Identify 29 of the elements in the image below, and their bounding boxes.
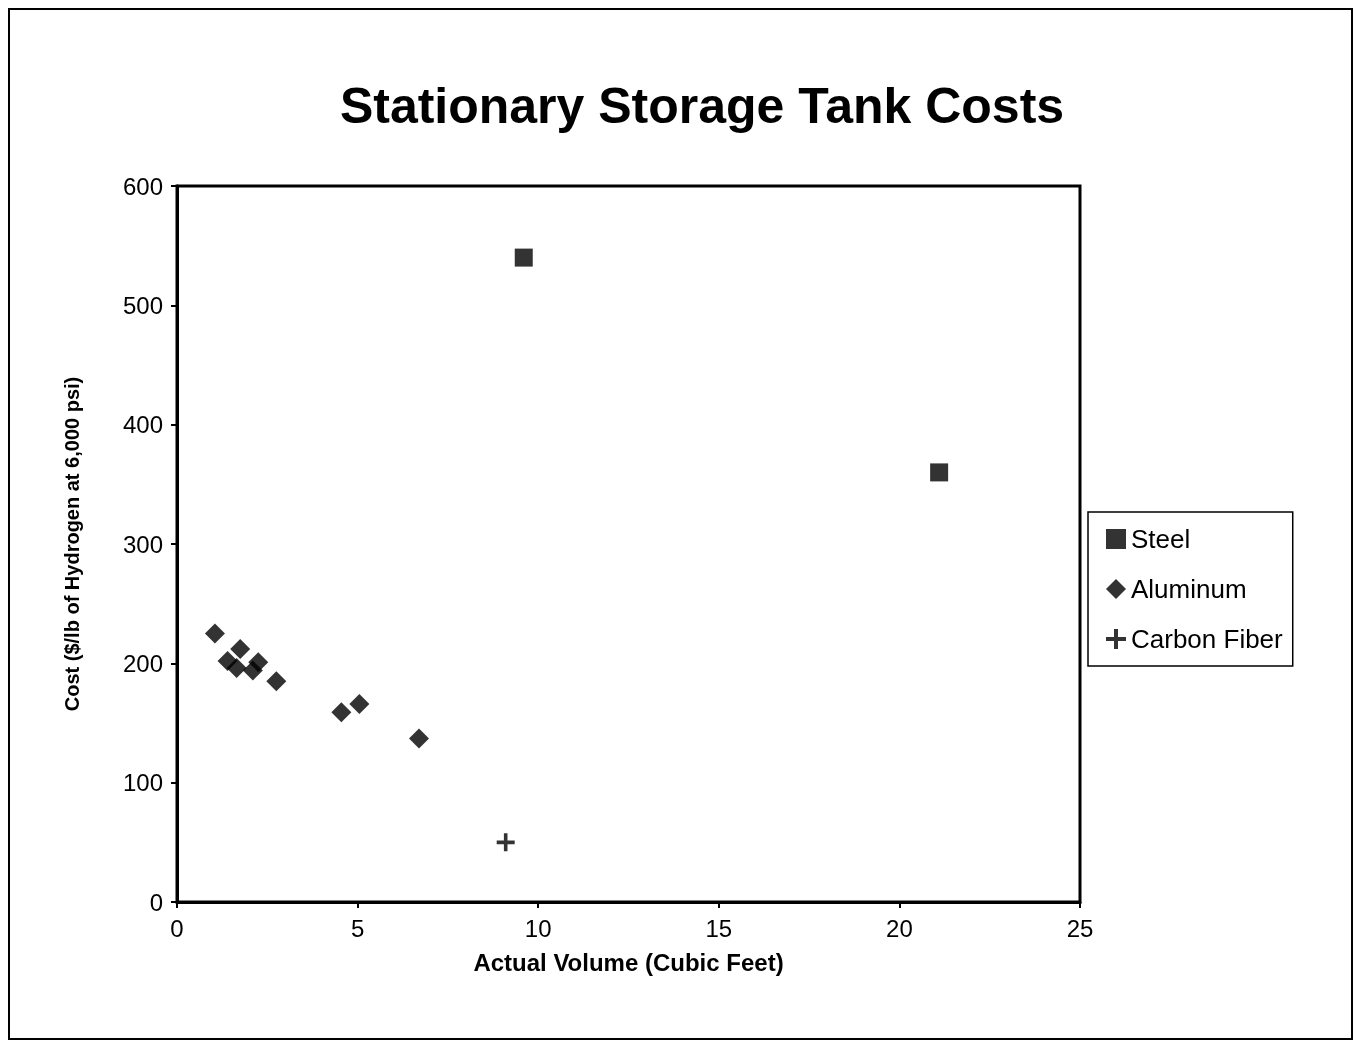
point (409, 728, 429, 749)
x-axis-title: Actual Volume (Cubic Feet) (473, 948, 784, 976)
legend-label: Steel (1131, 524, 1191, 554)
point (204, 623, 225, 644)
y-tick-label: 400 (122, 411, 163, 439)
point (349, 693, 370, 714)
x-tick-label: 0 (170, 914, 184, 942)
point (514, 248, 533, 267)
x-tick-label: 5 (350, 914, 365, 942)
x-tick-label: 10 (524, 914, 552, 942)
y-tick-label: 600 (122, 172, 163, 200)
y-tick-label: 200 (122, 649, 163, 677)
x-tick-label: 20 (886, 914, 913, 942)
point (226, 658, 247, 679)
y-tick-label: 100 (122, 769, 163, 797)
y-tick-label: 500 (122, 291, 163, 319)
chart-title: Stationary Storage Tank Costs (339, 78, 1065, 134)
legend-label: Carbon Fiber (1131, 624, 1284, 654)
point (930, 463, 949, 482)
x-tick-label: 25 (1066, 914, 1094, 942)
y-axis-title: Cost ($/lb of Hydrogen at 6,000 psi) (61, 376, 83, 712)
y-tick-label: 0 (149, 888, 163, 916)
point (331, 702, 352, 723)
point (266, 671, 287, 692)
point (230, 639, 251, 660)
x-tick-label: 15 (705, 914, 733, 942)
legend-label: Aluminum (1131, 574, 1247, 604)
y-tick-label: 300 (122, 530, 163, 558)
point (248, 652, 269, 673)
